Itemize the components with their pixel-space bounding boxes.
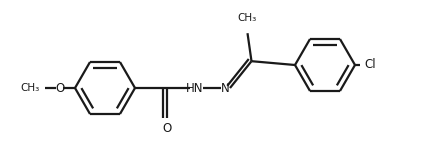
Text: O: O <box>162 122 171 135</box>
Text: O: O <box>55 81 65 94</box>
Text: CH₃: CH₃ <box>21 83 40 93</box>
Text: HN: HN <box>186 81 204 94</box>
Text: Cl: Cl <box>364 58 375 72</box>
Text: CH₃: CH₃ <box>238 13 257 23</box>
Text: N: N <box>221 81 229 94</box>
